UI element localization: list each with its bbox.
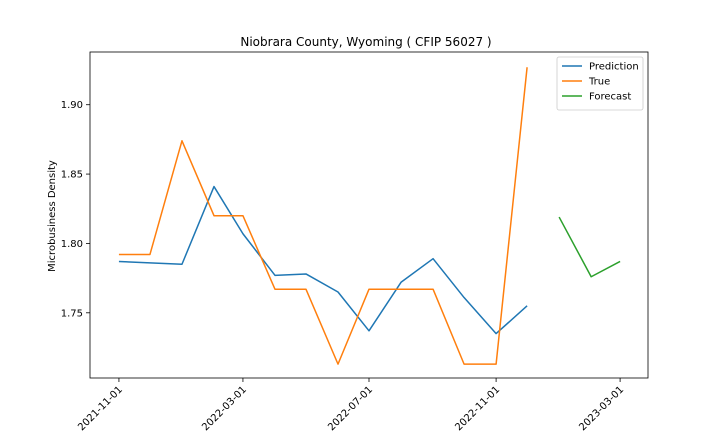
y-tick-label: 1.75 <box>61 308 83 319</box>
x-tick-label: 2022-07-01 <box>326 384 375 432</box>
x-axis: 2021-11-01 2022-03-01 2022-07-01 2022-11-01… <box>76 378 626 432</box>
legend-entry: True <box>588 77 610 88</box>
x-tick-label: 2021-11-01 <box>76 384 125 432</box>
series-line-forecast <box>558 216 621 278</box>
y-tick-label: 1.90 <box>61 100 83 111</box>
plot-lines <box>118 67 621 365</box>
series-line-true <box>118 67 528 365</box>
y-axis-label: Microbusiness Density <box>47 160 58 272</box>
legend: Prediction True Forecast <box>556 56 644 111</box>
x-tick-label: 2022-03-01 <box>200 384 249 432</box>
y-tick-label: 1.85 <box>61 170 83 181</box>
legend-entry: Prediction <box>589 62 639 73</box>
series-line-prediction <box>118 185 528 335</box>
legend-entry: Forecast <box>589 92 631 103</box>
chart-title: Niobrara County, Wyoming ( CFIP 56027 ) <box>240 35 491 49</box>
x-tick-label: 2023-03-01 <box>577 384 626 432</box>
plot-frame <box>89 51 649 379</box>
y-axis: 1.75 1.80 1.85 1.90 <box>61 100 90 319</box>
x-tick-label: 2022-11-01 <box>453 384 502 432</box>
y-tick-label: 1.80 <box>61 239 83 250</box>
